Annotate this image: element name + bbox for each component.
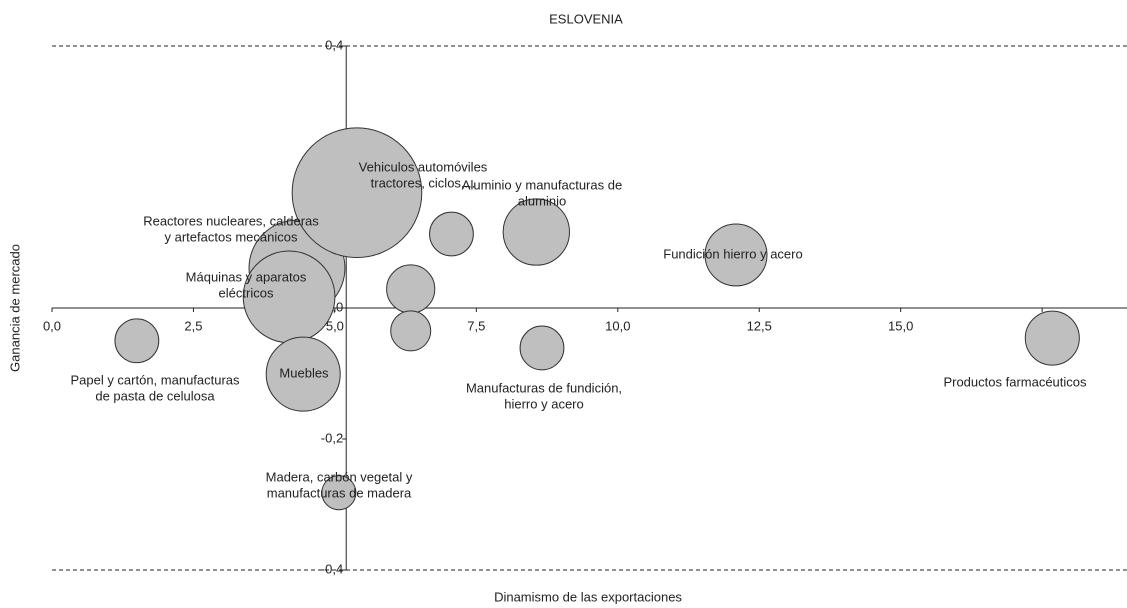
x-tick-label: 2,5 xyxy=(184,318,202,333)
bubble xyxy=(502,198,570,266)
bubble xyxy=(321,475,357,511)
bubble-label: Papel y cartón, manufacturas xyxy=(70,372,240,387)
bubble xyxy=(1024,310,1080,366)
bubble xyxy=(704,223,768,287)
chart-title: ESLOVENIA xyxy=(549,11,623,26)
bubble-label: Muebles xyxy=(279,365,329,380)
bubble xyxy=(265,336,341,412)
bubble-label: hierro y acero xyxy=(504,396,583,411)
bubble-label: Madera, carbón vegetal y xyxy=(266,469,413,484)
y-tick-label: -0,2 xyxy=(321,430,343,445)
bubble-label: Vehiculos automóviles xyxy=(359,159,488,174)
y-tick-label: -0,4 xyxy=(321,561,343,576)
y-axis-label: Ganancia de mercado xyxy=(7,244,22,372)
bubble-label: y artefactos mecánicos xyxy=(165,229,298,244)
bubble-label: Máquinas y aparatos xyxy=(186,269,307,284)
bubble-label: Fundición hierro y acero xyxy=(663,246,802,261)
y-tick-label: 0,4 xyxy=(325,37,343,52)
bubble-label: Manufacturas de fundición, xyxy=(466,380,622,395)
bubble xyxy=(114,318,160,364)
x-tick-label: 15,0 xyxy=(888,318,913,333)
bubble xyxy=(519,325,565,371)
bubble xyxy=(390,310,432,352)
x-axis-label: Dinamismo de las exportaciones xyxy=(494,589,682,604)
x-tick-label: 0,0 xyxy=(43,318,61,333)
bubble-label: de pasta de celulosa xyxy=(95,388,215,403)
x-tick-label: 12,5 xyxy=(747,318,772,333)
bubble-label: aluminio xyxy=(518,193,566,208)
bubble xyxy=(386,264,436,314)
bubble-label: tractores, ciclos,... xyxy=(371,175,476,190)
bubble-label: eléctricos xyxy=(219,285,274,300)
bubble-label: Reactores nucleares, calderas xyxy=(143,213,319,228)
bubble-label: Productos farmacéuticos xyxy=(943,374,1087,389)
bubble-label: manufacturas de madera xyxy=(267,485,412,500)
bubble-label: Aluminio y manufacturas de xyxy=(462,177,622,192)
x-tick-label: 7,5 xyxy=(467,318,485,333)
x-tick-label: 10,0 xyxy=(605,318,630,333)
bubble xyxy=(429,211,474,257)
x-tick-label: 5,0 xyxy=(326,318,344,333)
bubble xyxy=(291,127,423,259)
